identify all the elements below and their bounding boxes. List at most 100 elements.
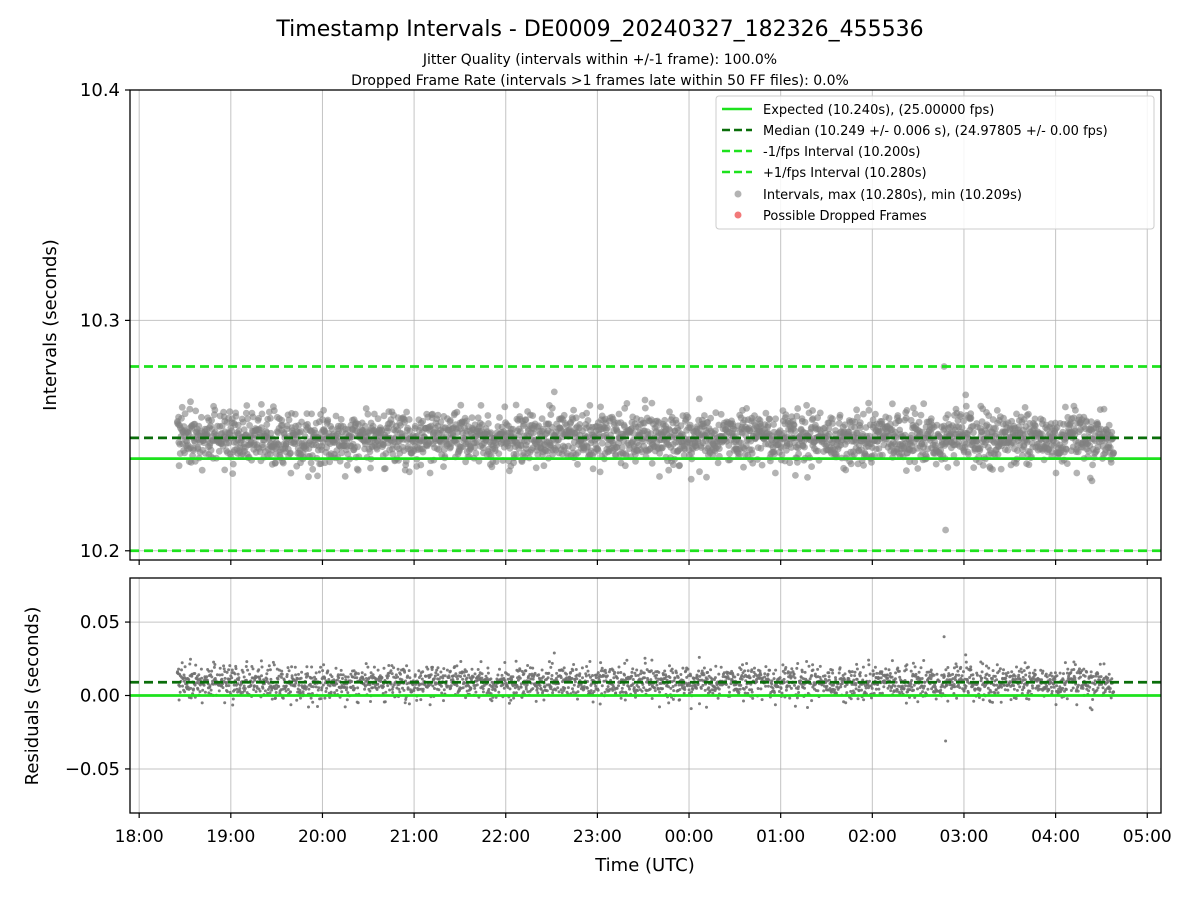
residual-point: [904, 701, 908, 705]
residual-point: [854, 683, 858, 687]
residual-point: [635, 668, 639, 672]
interval-point: [437, 418, 445, 426]
interval-point: [962, 391, 970, 399]
residual-point: [755, 680, 759, 684]
residual-point: [603, 690, 607, 694]
residual-point: [955, 696, 959, 700]
interval-point: [707, 414, 714, 422]
residual-point: [376, 668, 380, 672]
residual-point: [774, 668, 778, 672]
residual-point: [766, 684, 770, 688]
residual-point: [776, 685, 780, 689]
residual-point: [630, 674, 634, 678]
residual-point: [508, 687, 512, 691]
interval-point: [529, 412, 537, 419]
interval-point: [960, 417, 967, 425]
residual-point: [210, 675, 214, 679]
residual-point: [547, 660, 551, 664]
residual-point: [823, 674, 827, 678]
residual-point: [257, 668, 261, 672]
residual-point: [189, 657, 192, 661]
residual-point: [428, 703, 432, 707]
residual-point: [670, 667, 674, 671]
residual-point: [653, 686, 657, 690]
residual-point: [314, 685, 318, 689]
residual-point: [770, 679, 774, 683]
interval-point: [576, 421, 584, 428]
residual-point: [390, 672, 394, 676]
residual-point: [969, 665, 973, 669]
intervals-legend: Expected (10.240s), (25.00000 fps) Media…: [715, 95, 1155, 230]
interval-point: [560, 411, 568, 419]
residual-point: [750, 668, 754, 672]
residual-point: [955, 665, 959, 669]
interval-point: [993, 407, 1001, 414]
residual-point: [459, 675, 463, 678]
residual-point: [412, 689, 416, 693]
residual-point: [337, 676, 341, 680]
residual-point: [421, 687, 425, 691]
residual-point: [467, 673, 471, 677]
residual-point: [363, 687, 367, 691]
residual-point: [392, 666, 396, 670]
residual-point: [268, 691, 272, 695]
residual-point: [962, 670, 965, 674]
interval-point: [417, 461, 425, 469]
residual-point: [309, 696, 313, 700]
residual-point: [1002, 683, 1006, 687]
residual-point: [353, 686, 357, 690]
interval-point: [825, 431, 833, 438]
interval-point: [419, 417, 427, 425]
residual-point: [733, 675, 737, 679]
residual-point: [305, 665, 309, 669]
interval-point: [258, 410, 266, 418]
residual-point: [317, 670, 321, 674]
interval-point: [389, 450, 397, 458]
interval-point: [695, 395, 703, 403]
interval-point: [364, 410, 372, 418]
residual-point: [781, 663, 785, 667]
residual-point: [208, 684, 212, 688]
interval-point: [618, 444, 626, 451]
residual-point: [674, 671, 678, 675]
interval-point: [472, 449, 480, 457]
interval-point: [1052, 469, 1060, 477]
residual-point: [372, 665, 376, 669]
interval-point: [847, 460, 855, 468]
residual-point: [432, 677, 436, 681]
interval-point: [218, 422, 226, 430]
residual-point: [493, 688, 497, 692]
residual-point: [497, 690, 501, 694]
interval-point: [808, 463, 815, 470]
residual-point: [311, 700, 315, 704]
residual-point: [912, 683, 916, 687]
interval-point: [875, 445, 883, 452]
residual-point: [265, 677, 269, 681]
residual-point: [429, 673, 433, 677]
residual-point: [317, 686, 321, 690]
residual-point: [212, 665, 216, 669]
interval-point: [426, 469, 434, 477]
residual-point: [919, 666, 923, 670]
interval-point: [623, 400, 631, 407]
residual-point: [691, 687, 695, 691]
residual-point: [674, 683, 678, 687]
residual-point: [837, 671, 841, 675]
interval-point: [1025, 410, 1032, 418]
residual-point: [549, 665, 553, 669]
residual-point: [796, 662, 800, 665]
interval-point: [1105, 421, 1113, 429]
residual-point: [552, 651, 556, 655]
interval-point: [994, 451, 1002, 458]
residual-point: [445, 668, 449, 672]
interval-point: [1088, 477, 1096, 485]
residual-point: [538, 684, 542, 688]
residual-point: [294, 673, 298, 677]
residual-point: [958, 686, 962, 690]
residual-point: [403, 701, 407, 705]
residual-point: [178, 690, 182, 694]
interval-point: [477, 402, 485, 409]
residual-point: [486, 666, 490, 670]
residuals-panel: 0.050.00−0.05 18:00 19:00 20:00 21:00 22:00 2…: [22, 577, 1172, 876]
residual-point: [413, 686, 417, 690]
